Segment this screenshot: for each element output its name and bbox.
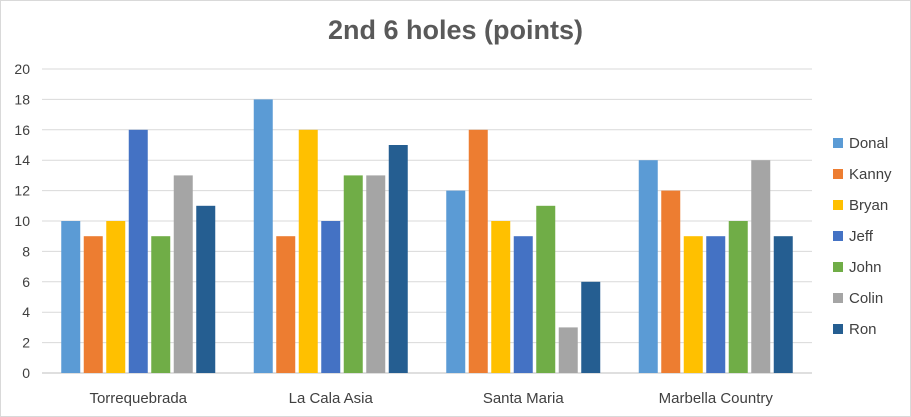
bar-ron-1 bbox=[388, 145, 408, 373]
x-category-label: Santa Maria bbox=[483, 390, 565, 407]
bar-jeff-1 bbox=[321, 221, 341, 373]
y-tick-label: 0 bbox=[22, 365, 30, 381]
bar-donal-0 bbox=[61, 221, 81, 373]
bar-bryan-0 bbox=[106, 221, 126, 373]
legend-swatch-bryan bbox=[833, 200, 843, 210]
bar-ron-0 bbox=[196, 205, 216, 373]
y-tick-label: 6 bbox=[22, 274, 30, 290]
x-category-label: Marbella Country bbox=[659, 390, 774, 407]
y-tick-label: 16 bbox=[14, 122, 30, 138]
bar-kanny-1 bbox=[276, 236, 296, 373]
y-tick-label: 14 bbox=[14, 152, 30, 168]
legend-swatch-ron bbox=[833, 324, 843, 334]
y-tick-label: 12 bbox=[14, 183, 30, 199]
bar-donal-1 bbox=[253, 99, 273, 374]
x-category-label: Torrequebrada bbox=[89, 390, 187, 407]
legend-swatch-jeff bbox=[833, 231, 843, 241]
legend-label-jeff: Jeff bbox=[849, 228, 874, 245]
y-tick-label: 2 bbox=[22, 335, 30, 351]
legend-label-colin: Colin bbox=[849, 290, 883, 307]
y-tick-label: 18 bbox=[14, 91, 30, 107]
bar-ron-3 bbox=[773, 236, 793, 373]
bar-colin-0 bbox=[173, 175, 193, 373]
bar-donal-2 bbox=[446, 190, 466, 373]
bar-john-2 bbox=[536, 205, 556, 373]
bar-colin-1 bbox=[366, 175, 386, 373]
bar-kanny-2 bbox=[468, 129, 488, 373]
bar-kanny-3 bbox=[661, 190, 681, 373]
bar-jeff-2 bbox=[513, 236, 533, 373]
bar-colin-2 bbox=[558, 327, 578, 373]
legend-label-kanny: Kanny bbox=[849, 166, 892, 183]
legend-label-john: John bbox=[849, 259, 882, 276]
bar-john-3 bbox=[728, 221, 748, 373]
y-tick-label: 20 bbox=[14, 61, 30, 77]
legend-swatch-kanny bbox=[833, 169, 843, 179]
bar-colin-3 bbox=[751, 160, 771, 373]
legend-swatch-donal bbox=[833, 138, 843, 148]
legend-label-ron: Ron bbox=[849, 321, 877, 338]
bar-kanny-0 bbox=[83, 236, 103, 373]
bar-john-1 bbox=[343, 175, 363, 373]
chart-title: 2nd 6 holes (points) bbox=[327, 15, 583, 45]
y-tick-label: 4 bbox=[22, 304, 30, 320]
x-category-label: La Cala Asia bbox=[289, 390, 374, 407]
y-tick-label: 8 bbox=[22, 243, 30, 259]
y-tick-label: 10 bbox=[14, 213, 30, 229]
legend-label-bryan: Bryan bbox=[849, 197, 888, 214]
bar-jeff-0 bbox=[128, 129, 148, 373]
bar-donal-3 bbox=[638, 160, 658, 373]
bar-john-0 bbox=[151, 236, 171, 373]
bar-bryan-2 bbox=[491, 221, 511, 373]
legend-swatch-colin bbox=[833, 293, 843, 303]
bar-bryan-3 bbox=[683, 236, 703, 373]
bar-jeff-3 bbox=[706, 236, 726, 373]
legend-swatch-john bbox=[833, 262, 843, 272]
bar-ron-2 bbox=[581, 281, 601, 373]
legend-label-donal: Donal bbox=[849, 135, 888, 152]
bar-bryan-1 bbox=[298, 129, 318, 373]
